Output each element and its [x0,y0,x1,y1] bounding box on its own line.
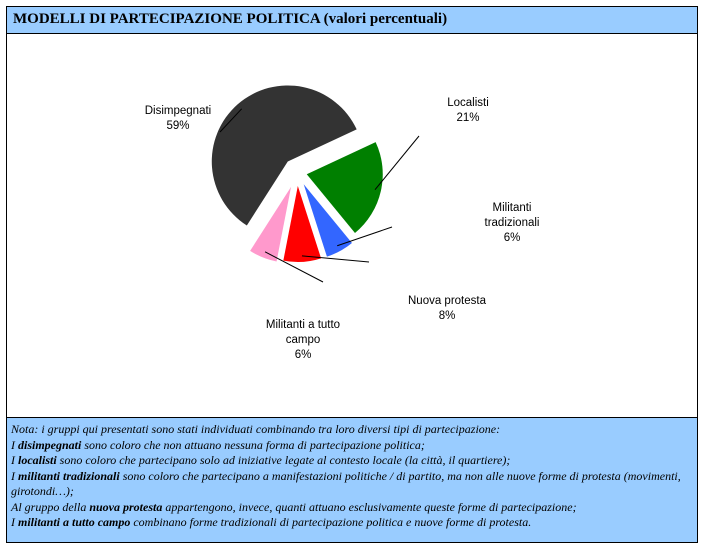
pie-slice-militanti-tradizionali [303,184,352,257]
chart-area: Localisti 21% Militanti tradizionali 6% Nuova… [7,34,697,417]
slice-name-label: Militanti [493,202,532,214]
slice-name-label: Disimpegnati [145,105,211,117]
figure-frame: MODELLI DI PARTECIPAZIONE POLITICA (valo… [6,6,698,543]
pie-slice-disimpegnati [211,85,357,226]
slice-name-label: tradizionali [485,217,540,229]
note-nuova-protesta: Al gruppo della nuova protesta apparteng… [11,499,577,514]
note-intro: Nota: i gruppi qui presentati sono stati… [11,422,501,436]
slice-value-label: 59% [166,120,189,132]
leader-line [301,255,370,263]
chart-title: MODELLI DI PARTECIPAZIONE POLITICA (valo… [7,7,697,34]
slice-name-label: Localisti [447,97,489,109]
note-militanti-tutto-campo: I militanti a tutto campo combinano form… [11,515,532,529]
slice-name-label: Militanti a tutto [266,319,340,331]
leader-line [219,108,243,133]
slice-value-label: 21% [456,112,479,124]
slice-name-label: Nuova protesta [408,295,487,307]
slice-value-label: 8% [439,310,456,322]
pie-slice-militanti-a-tutto-campo [250,186,292,262]
note-localisti: I localisti sono coloro che partecipano … [11,453,511,467]
leader-line [337,226,393,247]
slice-value-label: 6% [295,349,312,361]
pie-chart: Localisti 21% Militanti tradizionali 6% Nuova… [145,85,540,361]
leader-line [374,135,420,191]
notes-box: Nota: i gruppi qui presentati sono stati… [7,417,697,542]
pie-slice-nuova-protesta [283,185,322,262]
note-militanti-tradizionali: I militanti tradizionali sono coloro che… [11,468,681,499]
leader-line [264,251,324,283]
slice-value-label: 6% [504,232,521,244]
slice-name-label: campo [286,334,321,346]
note-disimpegnati: I disimpegnati sono coloro che non attua… [11,437,425,452]
pie-slice-localisti [306,142,383,233]
